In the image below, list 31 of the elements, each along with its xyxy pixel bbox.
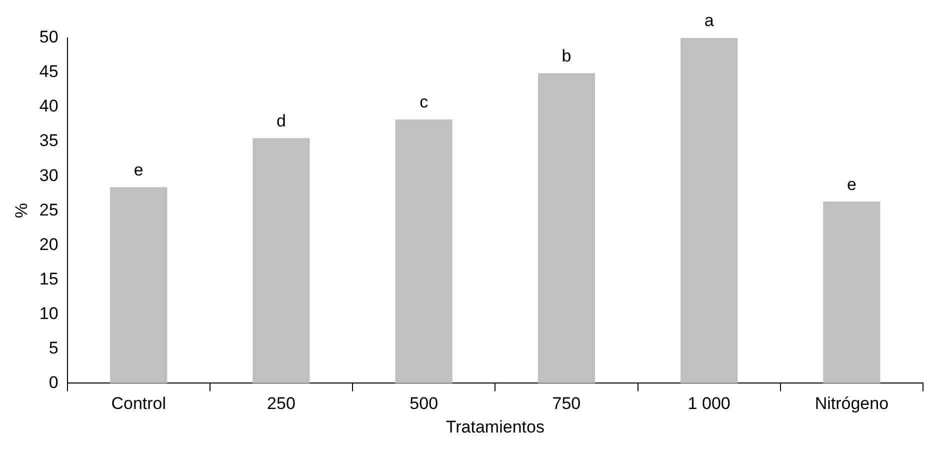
x-tick-label: Nitrógeno (814, 394, 889, 414)
annotation: e (846, 174, 856, 194)
annotation: e (134, 160, 144, 180)
annotation: d (276, 111, 286, 130)
y-axis-title: % (12, 203, 31, 218)
y-tick-label: 10 (39, 304, 58, 323)
y-tick-label: 25 (39, 200, 58, 220)
y-tick-label: 5 (48, 338, 58, 358)
y-tick-label: 45 (39, 62, 58, 82)
bar (538, 73, 595, 384)
x-tick-label: 1 000 (688, 394, 730, 414)
y-tick-label: 30 (39, 166, 58, 185)
annotation: b (562, 46, 572, 66)
y-tick-label: 15 (39, 269, 58, 288)
annotation: a (704, 11, 714, 30)
x-tick-label: 750 (552, 394, 581, 414)
x-tick-label: Control (111, 394, 166, 414)
bar (252, 138, 310, 384)
y-tick-label: 40 (39, 96, 58, 116)
bar (395, 119, 452, 384)
x-tick-label: 250 (267, 394, 296, 414)
bar (110, 187, 168, 384)
y-tick-label: 20 (39, 234, 58, 254)
annotation: c (420, 92, 429, 112)
bar (680, 38, 738, 384)
y-tick-label: 35 (39, 131, 58, 150)
bar (823, 202, 880, 384)
x-tick-label: 500 (410, 394, 438, 414)
y-tick-label: 50 (39, 28, 58, 47)
x-axis-title: Tratamientos (446, 417, 544, 436)
y-tick-label: 0 (48, 372, 58, 392)
